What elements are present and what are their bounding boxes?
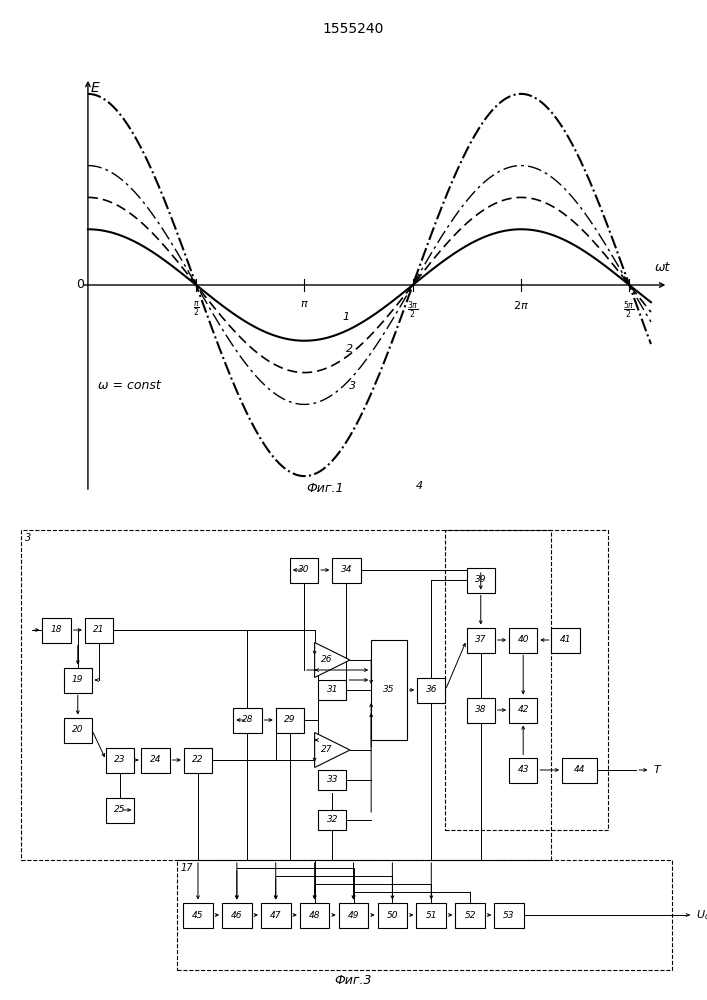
FancyBboxPatch shape [467,628,495,652]
FancyBboxPatch shape [261,902,291,928]
FancyBboxPatch shape [233,708,262,732]
FancyBboxPatch shape [371,640,407,740]
FancyBboxPatch shape [509,628,537,652]
Text: Фиг.1: Фиг.1 [306,482,344,495]
FancyBboxPatch shape [290,558,318,582]
FancyBboxPatch shape [467,698,495,722]
Text: 2: 2 [346,344,353,354]
Text: 22: 22 [192,756,204,764]
Text: 39: 39 [475,576,486,584]
FancyBboxPatch shape [300,902,329,928]
Text: 36: 36 [426,686,437,694]
Text: $U_c$: $U_c$ [696,908,707,922]
Text: 17: 17 [180,863,193,873]
Text: T: T [654,765,661,775]
Text: 47: 47 [270,910,281,920]
Text: $\frac{5\pi}{2}$: $\frac{5\pi}{2}$ [624,299,635,321]
Text: 3: 3 [349,381,356,391]
FancyBboxPatch shape [416,902,446,928]
FancyBboxPatch shape [417,678,445,702]
Text: 23: 23 [115,756,126,764]
FancyBboxPatch shape [318,680,346,700]
Text: 50: 50 [387,910,398,920]
Text: 32: 32 [327,816,338,824]
Text: 30: 30 [298,566,310,574]
Text: 28: 28 [242,716,253,724]
Text: 38: 38 [475,706,486,714]
FancyBboxPatch shape [276,708,304,732]
Text: 48: 48 [309,910,320,920]
Text: 26: 26 [321,656,332,664]
Polygon shape [315,643,350,678]
Text: $\pi$: $\pi$ [300,299,309,309]
Text: 31: 31 [327,686,338,694]
Text: 46: 46 [231,910,243,920]
Text: 44: 44 [574,766,585,774]
Text: 53: 53 [503,910,515,920]
Text: 19: 19 [72,676,83,684]
FancyBboxPatch shape [184,748,212,772]
Text: $\frac{\pi}{2}$: $\frac{\pi}{2}$ [193,299,199,318]
Text: 35: 35 [383,686,395,694]
FancyBboxPatch shape [183,902,213,928]
Text: ωt: ωt [655,261,670,274]
Text: 45: 45 [192,910,204,920]
FancyBboxPatch shape [106,798,134,822]
Text: 42: 42 [518,706,529,714]
Text: 3: 3 [25,533,31,543]
Text: 4: 4 [416,481,423,491]
FancyBboxPatch shape [318,770,346,790]
Text: 37: 37 [475,636,486,645]
Text: 20: 20 [72,726,83,734]
FancyBboxPatch shape [106,748,134,772]
FancyBboxPatch shape [509,698,537,722]
Text: 40: 40 [518,636,529,645]
Text: 27: 27 [321,746,332,754]
Text: 24: 24 [150,756,161,764]
FancyBboxPatch shape [85,617,113,643]
Text: ω = const: ω = const [98,379,161,392]
Text: 1555240: 1555240 [323,22,384,36]
FancyBboxPatch shape [318,810,346,830]
Text: Фиг.3: Фиг.3 [334,974,373,987]
FancyBboxPatch shape [467,568,495,592]
FancyBboxPatch shape [42,617,71,643]
Text: E: E [90,81,100,95]
Text: 0: 0 [76,278,83,292]
FancyBboxPatch shape [332,558,361,582]
FancyBboxPatch shape [551,628,580,652]
Text: $\frac{3\pi}{2}$: $\frac{3\pi}{2}$ [407,299,419,321]
Text: 18: 18 [51,626,62,635]
FancyBboxPatch shape [509,758,537,782]
FancyBboxPatch shape [494,902,524,928]
FancyBboxPatch shape [339,902,368,928]
Text: 34: 34 [341,566,352,574]
Text: 25: 25 [115,806,126,814]
Text: 33: 33 [327,776,338,784]
FancyBboxPatch shape [378,902,407,928]
Text: 1: 1 [342,312,349,322]
Text: 29: 29 [284,716,296,724]
Text: 51: 51 [426,910,437,920]
FancyBboxPatch shape [64,668,92,692]
Text: 49: 49 [348,910,359,920]
FancyBboxPatch shape [562,758,597,782]
Text: $2\pi$: $2\pi$ [513,299,529,311]
Text: 52: 52 [464,910,476,920]
FancyBboxPatch shape [455,902,485,928]
FancyBboxPatch shape [222,902,252,928]
FancyBboxPatch shape [64,718,92,742]
FancyBboxPatch shape [141,748,170,772]
Text: 41: 41 [560,636,571,645]
Polygon shape [315,732,350,768]
Text: 21: 21 [93,626,105,635]
Text: 43: 43 [518,766,529,774]
